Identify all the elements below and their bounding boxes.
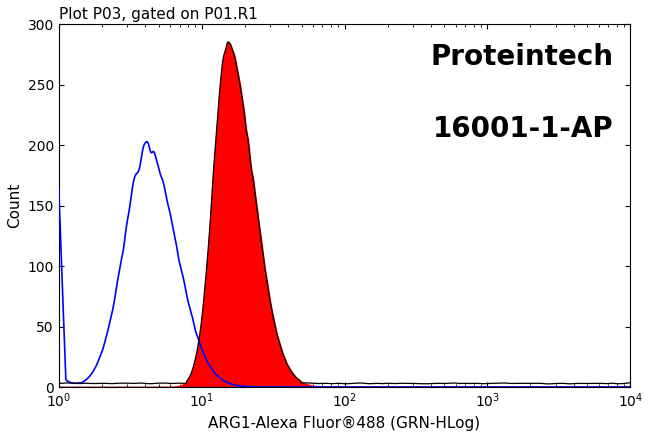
Text: Proteintech: Proteintech — [430, 42, 613, 71]
Text: 16001-1-AP: 16001-1-AP — [433, 115, 613, 143]
X-axis label: ARG1-Alexa Fluor®488 (GRN-HLog): ARG1-Alexa Fluor®488 (GRN-HLog) — [209, 416, 480, 431]
Y-axis label: Count: Count — [7, 183, 22, 228]
Text: Plot P03, gated on P01.R1: Plot P03, gated on P01.R1 — [58, 7, 257, 22]
